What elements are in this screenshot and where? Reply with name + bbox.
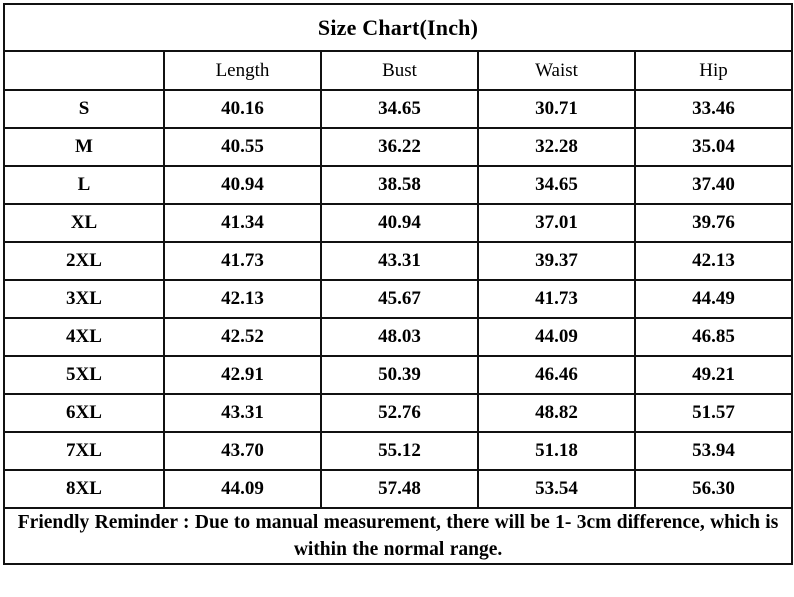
length-value: 42.52 xyxy=(163,317,322,357)
waist-value: 39.37 xyxy=(477,241,636,281)
column-header-waist: Waist xyxy=(477,50,636,91)
length-value: 40.16 xyxy=(163,89,322,129)
table-row: 7XL 43.70 55.12 51.18 53.94 xyxy=(3,431,794,471)
size-label: L xyxy=(3,165,165,205)
waist-value: 46.46 xyxy=(477,355,636,395)
waist-value: 53.54 xyxy=(477,469,636,509)
table-row: S 40.16 34.65 30.71 33.46 xyxy=(3,89,794,129)
hip-value: 33.46 xyxy=(633,89,794,129)
table-row: 6XL 43.31 52.76 48.82 51.57 xyxy=(3,393,794,433)
size-label: S xyxy=(3,89,165,129)
column-header-hip: Hip xyxy=(633,50,794,91)
bust-value: 36.22 xyxy=(320,127,479,167)
table-row: XL 41.34 40.94 37.01 39.76 xyxy=(3,203,794,243)
hip-value: 42.13 xyxy=(633,241,794,281)
length-value: 41.73 xyxy=(163,241,322,281)
length-value: 44.09 xyxy=(163,469,322,509)
size-label: 8XL xyxy=(3,469,165,509)
size-label: 5XL xyxy=(3,355,165,395)
table-row: L 40.94 38.58 34.65 37.40 xyxy=(3,165,794,205)
column-header-size xyxy=(3,50,165,91)
waist-value: 37.01 xyxy=(477,203,636,243)
bust-value: 48.03 xyxy=(320,317,479,357)
table-row: 4XL 42.52 48.03 44.09 46.85 xyxy=(3,317,794,357)
hip-value: 39.76 xyxy=(633,203,794,243)
hip-value: 49.21 xyxy=(633,355,794,395)
table-row: 8XL 44.09 57.48 53.54 56.30 xyxy=(3,469,794,509)
size-label: XL xyxy=(3,203,165,243)
table-row: 5XL 42.91 50.39 46.46 49.21 xyxy=(3,355,794,395)
bust-value: 55.12 xyxy=(320,431,479,471)
waist-value: 48.82 xyxy=(477,393,636,433)
bust-value: 52.76 xyxy=(320,393,479,433)
header-row: Length Bust Waist Hip xyxy=(3,50,794,91)
size-label: 6XL xyxy=(3,393,165,433)
size-label: 7XL xyxy=(3,431,165,471)
length-value: 40.94 xyxy=(163,165,322,205)
length-value: 43.70 xyxy=(163,431,322,471)
hip-value: 35.04 xyxy=(633,127,794,167)
chart-title: Size Chart(Inch) xyxy=(2,3,794,52)
column-header-length: Length xyxy=(163,50,322,91)
length-value: 40.55 xyxy=(163,127,322,167)
footer-row: Friendly Reminder : Due to manual measur… xyxy=(2,507,794,565)
bust-value: 57.48 xyxy=(320,469,479,509)
hip-value: 37.40 xyxy=(633,165,794,205)
length-value: 41.34 xyxy=(163,203,322,243)
length-value: 42.91 xyxy=(163,355,322,395)
column-header-bust: Bust xyxy=(320,50,479,91)
bust-value: 50.39 xyxy=(320,355,479,395)
waist-value: 34.65 xyxy=(477,165,636,205)
title-row: Size Chart(Inch) xyxy=(2,3,794,52)
hip-value: 53.94 xyxy=(633,431,794,471)
table-row: 2XL 41.73 43.31 39.37 42.13 xyxy=(3,241,794,281)
bust-value: 34.65 xyxy=(320,89,479,129)
size-chart-table: Size Chart(Inch) Length Bust Waist Hip S 40.… xyxy=(2,3,794,565)
waist-value: 44.09 xyxy=(477,317,636,357)
size-label: 2XL xyxy=(3,241,165,281)
length-value: 42.13 xyxy=(163,279,322,319)
table-row: 3XL 42.13 45.67 41.73 44.49 xyxy=(3,279,794,319)
waist-value: 30.71 xyxy=(477,89,636,129)
length-value: 43.31 xyxy=(163,393,322,433)
hip-value: 44.49 xyxy=(633,279,794,319)
bust-value: 38.58 xyxy=(320,165,479,205)
table-row: M 40.55 36.22 32.28 35.04 xyxy=(3,127,794,167)
friendly-reminder-note: Friendly Reminder : Due to manual measur… xyxy=(2,507,794,565)
waist-value: 41.73 xyxy=(477,279,636,319)
bust-value: 40.94 xyxy=(320,203,479,243)
size-label: 4XL xyxy=(3,317,165,357)
hip-value: 51.57 xyxy=(633,393,794,433)
bust-value: 43.31 xyxy=(320,241,479,281)
hip-value: 56.30 xyxy=(633,469,794,509)
bust-value: 45.67 xyxy=(320,279,479,319)
hip-value: 46.85 xyxy=(633,317,794,357)
size-label: M xyxy=(3,127,165,167)
size-label: 3XL xyxy=(3,279,165,319)
waist-value: 32.28 xyxy=(477,127,636,167)
waist-value: 51.18 xyxy=(477,431,636,471)
